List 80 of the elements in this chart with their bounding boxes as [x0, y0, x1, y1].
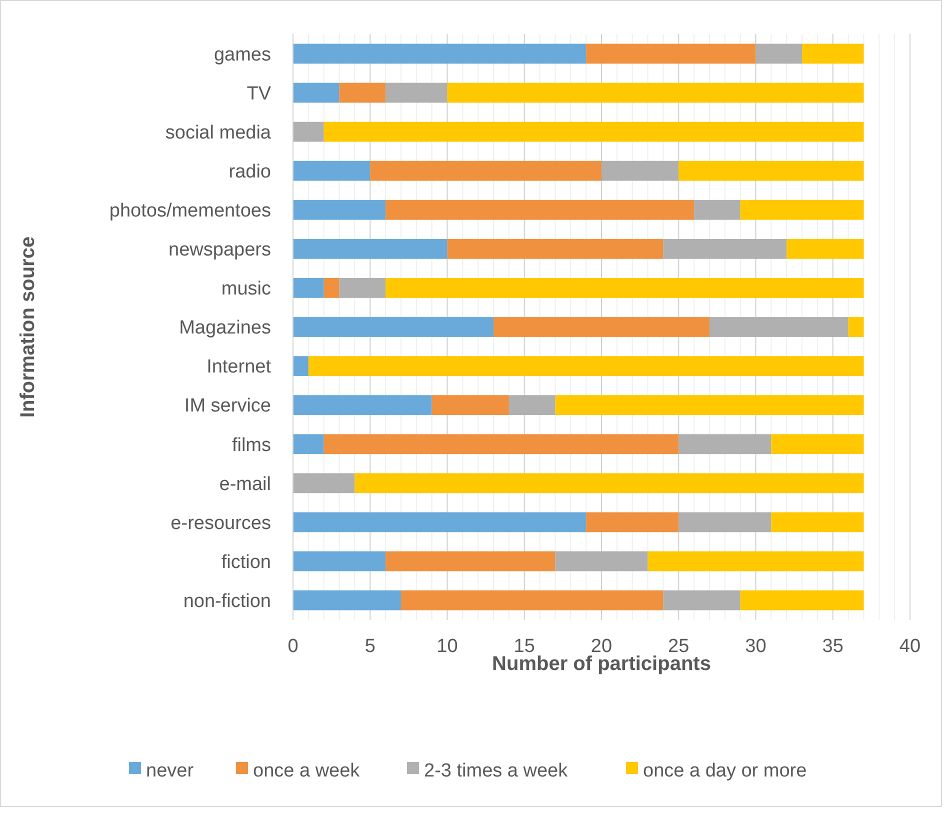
bar	[663, 238, 787, 259]
bar	[293, 44, 586, 64]
bar	[386, 551, 556, 572]
y-tick-label: Internet	[206, 356, 272, 378]
bar	[740, 590, 864, 610]
bar	[447, 238, 664, 259]
bar	[709, 317, 848, 337]
x-tick-label: 10	[436, 636, 458, 657]
y-tick-label: newspapers	[168, 240, 271, 261]
bar	[324, 122, 864, 142]
bar	[293, 356, 308, 376]
y-axis-title: Information source	[17, 236, 39, 418]
bar	[324, 434, 679, 454]
bar	[663, 590, 740, 610]
bar	[508, 395, 556, 416]
y-tick-label: e-resources	[170, 512, 271, 534]
x-tick-label: 35	[822, 636, 844, 657]
bar	[293, 160, 370, 181]
y-tick-label: music	[221, 278, 271, 300]
y-tick-label: films	[232, 434, 271, 456]
x-tick-label: 40	[899, 636, 921, 657]
legend-label: once a week	[253, 760, 360, 782]
bar	[494, 317, 710, 337]
bar	[586, 44, 756, 64]
bar	[324, 278, 340, 298]
legend-label: once a day or more	[643, 760, 807, 782]
bar	[678, 512, 772, 532]
bar	[386, 200, 694, 220]
y-tick-label: TV	[246, 83, 272, 104]
bar	[756, 44, 802, 64]
bar	[293, 434, 324, 454]
bar	[694, 200, 740, 220]
bar	[555, 395, 864, 416]
bar	[386, 82, 448, 103]
y-tick-label: e-mail	[219, 474, 271, 495]
bar	[293, 278, 324, 298]
bar	[339, 278, 386, 298]
bar	[293, 590, 401, 610]
bar	[386, 278, 864, 298]
x-tick-label: 30	[745, 636, 766, 657]
bar	[293, 395, 432, 416]
bar	[786, 238, 864, 259]
bar	[293, 473, 355, 494]
bar	[293, 238, 448, 259]
bar	[308, 356, 864, 376]
legend-label: 2-3 times a week	[424, 760, 568, 782]
bar	[447, 82, 864, 103]
y-tick-label: Magazines	[179, 318, 271, 339]
y-tick-label: IM service	[184, 396, 271, 417]
bar	[432, 395, 509, 416]
bar	[293, 122, 324, 142]
y-tick-label: fiction	[221, 552, 271, 573]
bar	[678, 434, 772, 454]
y-tick-label: photos/mementoes	[109, 200, 271, 222]
bar	[293, 512, 586, 532]
bar	[648, 551, 864, 572]
bar	[678, 160, 864, 181]
bar	[802, 44, 864, 64]
y-tick-label: radio	[228, 161, 271, 182]
bar	[771, 434, 864, 454]
bar	[602, 160, 679, 181]
bar	[293, 200, 386, 220]
x-tick-label: 0	[288, 636, 298, 657]
y-tick-label: social media	[165, 122, 272, 144]
y-tick-label: games	[214, 44, 271, 66]
bar	[740, 200, 864, 220]
bar	[293, 82, 340, 103]
x-tick-label: 5	[364, 636, 376, 657]
bar	[771, 512, 864, 532]
bar	[339, 82, 386, 103]
bar	[370, 160, 602, 181]
bar	[293, 551, 386, 572]
bar	[400, 590, 664, 610]
legend-label: never	[146, 760, 194, 782]
bar	[293, 317, 494, 337]
bar	[354, 473, 864, 494]
y-tick-label: non-fiction	[183, 590, 271, 612]
bar	[555, 551, 648, 572]
bar	[586, 512, 679, 532]
bar	[848, 317, 864, 337]
